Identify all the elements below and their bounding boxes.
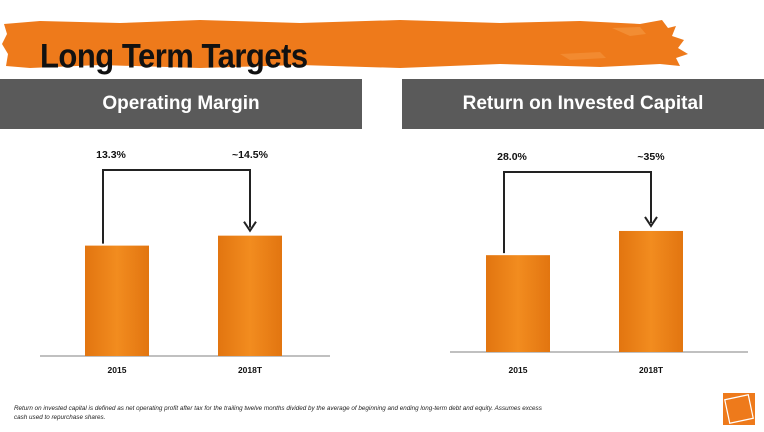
data-label: ~14.5% <box>232 149 269 161</box>
operating-margin-chart: 2015 13.3% 2018T ~14.5% <box>40 149 330 375</box>
category-label: 2018T <box>238 365 263 375</box>
arrow-head-icon <box>644 216 658 228</box>
data-label: 28.0% <box>497 151 527 163</box>
bar-2015 <box>85 245 149 356</box>
bar-2018t <box>218 235 282 356</box>
roic-header: Return on Invested Capital <box>402 79 764 129</box>
operating-margin-header: Operating Margin <box>0 79 362 129</box>
slide-title: Long Term Targets <box>40 36 308 76</box>
bar-2015 <box>486 255 550 352</box>
data-label: ~35% <box>637 151 665 163</box>
arrow-head-icon <box>243 221 257 233</box>
growth-arrow <box>102 169 251 244</box>
bar-2018t <box>619 230 683 352</box>
brush-stroke-background <box>2 20 688 68</box>
category-label: 2015 <box>108 365 127 375</box>
growth-arrow <box>503 171 652 254</box>
title-band: Long Term Targets <box>0 14 690 75</box>
category-label: 2015 <box>509 365 528 375</box>
footnote: Return on invested capital is defined as… <box>14 405 542 421</box>
roic-chart: 2015 28.0% 2018T ~35% <box>450 151 748 375</box>
the-home-depot-logo <box>723 393 755 425</box>
data-label: 13.3% <box>96 149 126 161</box>
category-label: 2018T <box>639 365 664 375</box>
